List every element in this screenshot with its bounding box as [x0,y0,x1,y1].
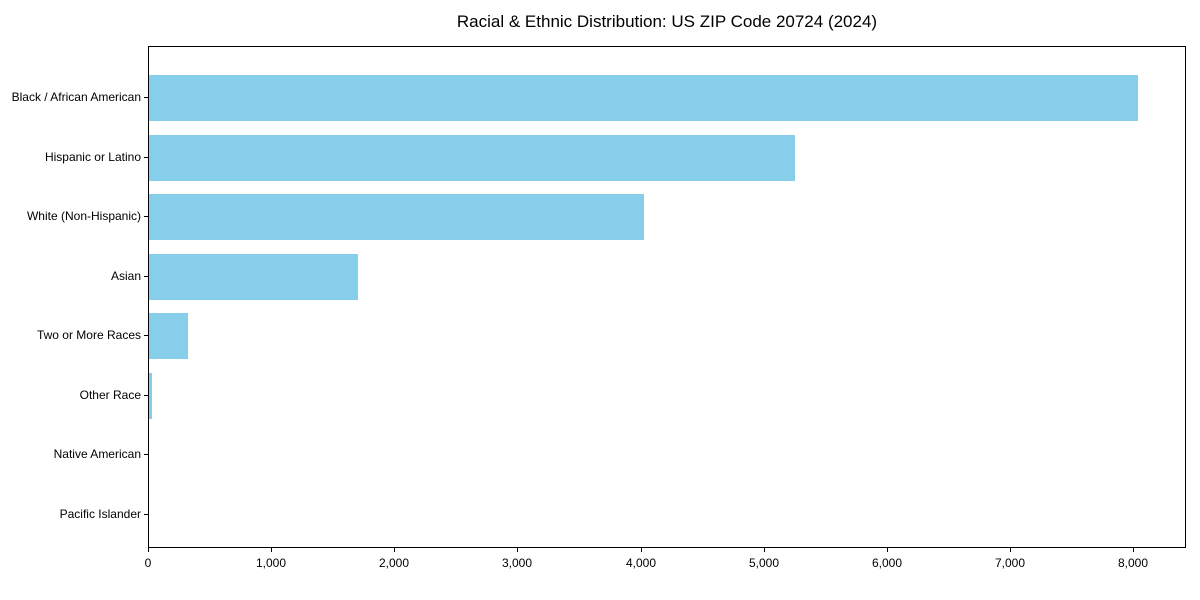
y-tick-label-other-race: Other Race [79,388,141,402]
y-tick-mark-asian [144,276,148,277]
plot-area [148,46,1186,548]
x-tick-label-7000: 7,000 [994,556,1026,570]
y-tick-mark-pacific-islander [144,514,148,515]
x-tick-mark-4000 [641,548,642,552]
x-tick-label-2000: 2,000 [378,556,410,570]
x-tick-label-8000: 8,000 [1117,556,1149,570]
y-tick-mark-native-american [144,454,148,455]
y-tick-label-asian: Asian [110,269,141,283]
y-tick-label-native-american: Native American [53,447,141,461]
y-tick-mark-two-or-more-races [144,335,148,336]
chart-title: Racial & Ethnic Distribution: US ZIP Cod… [456,12,878,31]
y-tick-mark-black-african-american [144,97,148,98]
x-tick-label-0: 0 [144,556,152,570]
x-tick-mark-6000 [887,548,888,552]
y-tick-label-pacific-islander: Pacific Islander [59,507,141,521]
y-tick-mark-other-race [144,395,148,396]
y-tick-mark-hispanic-or-latino [144,157,148,158]
bar-other-race [149,372,152,419]
y-tick-label-two-or-more-races: Two or More Races [36,328,141,342]
y-tick-label-hispanic-or-latino: Hispanic or Latino [44,150,141,164]
y-tick-label-black-african-american: Black / African American [11,90,141,104]
x-tick-mark-7000 [1010,548,1011,552]
x-tick-mark-5000 [764,548,765,552]
bar-asian [149,253,358,300]
bar-black-african-american [149,75,1138,122]
x-tick-label-5000: 5,000 [748,556,780,570]
x-tick-mark-3000 [517,548,518,552]
x-tick-label-6000: 6,000 [871,556,903,570]
bar-hispanic-or-latino [149,134,795,181]
y-tick-label-white-non-hispanic: White (Non-Hispanic) [26,209,141,223]
y-tick-mark-white-non-hispanic [144,216,148,217]
x-tick-mark-1000 [271,548,272,552]
bar-white-non-hispanic [149,194,644,241]
x-tick-label-3000: 3,000 [501,556,533,570]
x-tick-label-4000: 4,000 [625,556,657,570]
bar-two-or-more-races [149,313,188,360]
x-tick-mark-0 [148,548,149,552]
x-tick-label-1000: 1,000 [255,556,287,570]
x-tick-mark-2000 [394,548,395,552]
x-tick-mark-8000 [1133,548,1134,552]
